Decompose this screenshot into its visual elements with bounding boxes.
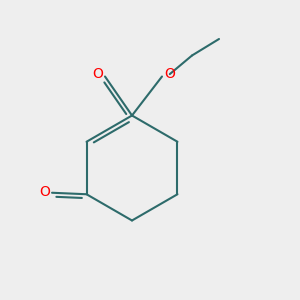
Text: O: O — [164, 67, 175, 81]
Text: O: O — [39, 185, 50, 199]
Text: O: O — [92, 67, 103, 81]
